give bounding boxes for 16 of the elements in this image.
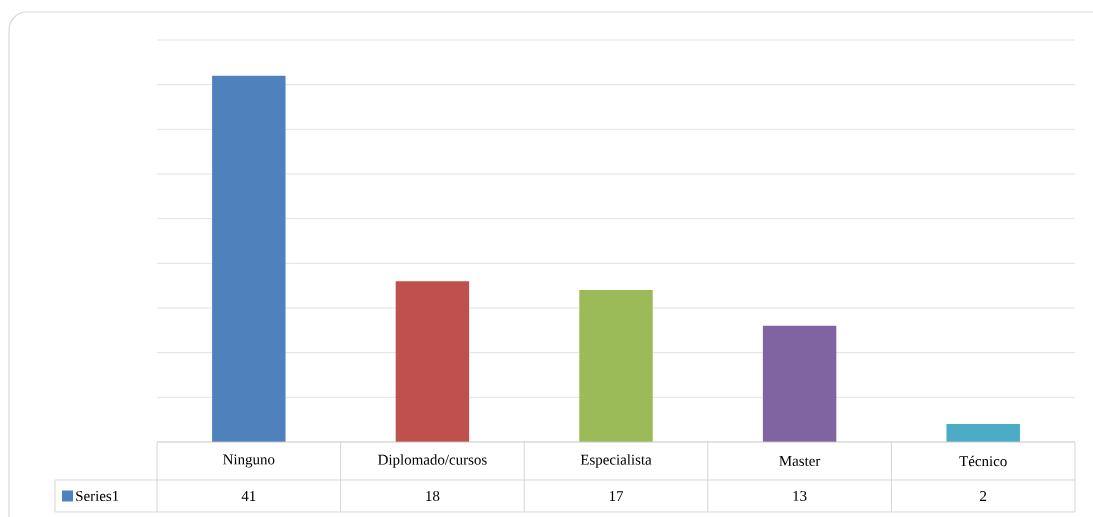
bar xyxy=(946,424,1020,442)
x-tick-label: Diplomado/cursos xyxy=(378,454,487,468)
x-tick-label: Ninguno xyxy=(223,454,275,468)
x-tick-label: Técnico xyxy=(959,455,1007,467)
bar xyxy=(579,290,653,442)
data-label: 18 xyxy=(426,490,440,502)
data-label: 2 xyxy=(980,491,987,501)
x-tick-label: Especialista xyxy=(580,454,652,468)
bar xyxy=(762,325,837,442)
data-label: 13 xyxy=(793,490,807,501)
x-tick-label: Master xyxy=(779,456,821,466)
bar xyxy=(395,281,470,442)
bar xyxy=(212,75,286,442)
data-label: 17 xyxy=(609,491,624,501)
legend-label: Series1 xyxy=(76,490,119,501)
data-label: 41 xyxy=(241,491,256,501)
